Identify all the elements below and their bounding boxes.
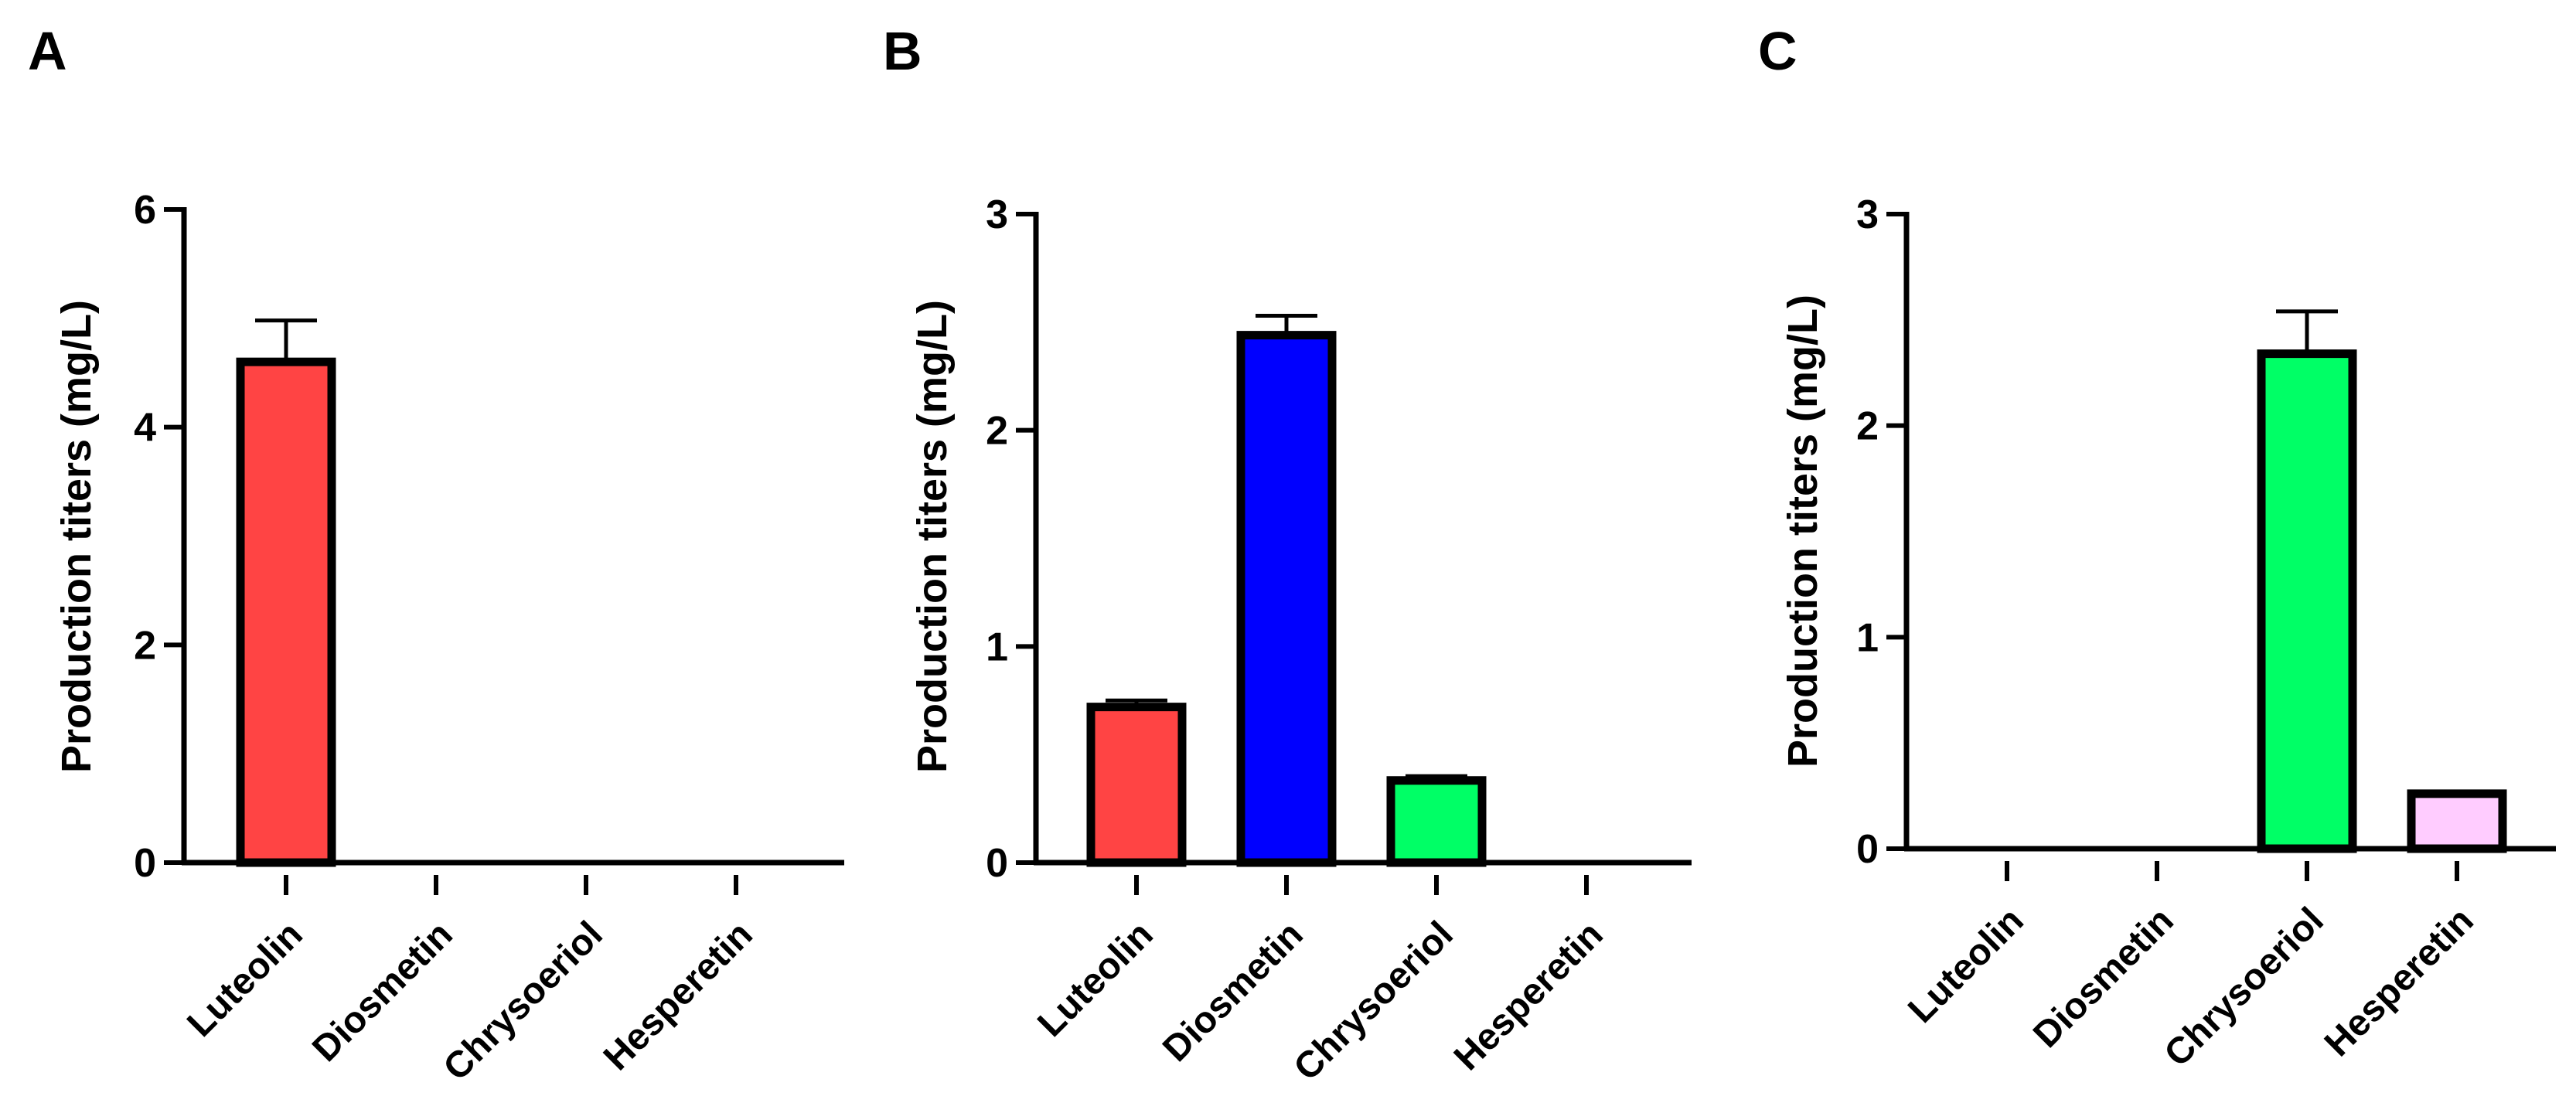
x-tick-label-chrysoeriol: Chrysoeriol <box>1286 914 1461 1088</box>
y-tick-label: 3 <box>1856 192 1879 237</box>
x-tick-label-luteolin: Luteolin <box>1030 914 1160 1044</box>
y-axis-label: Production titers (mg/L) <box>909 300 956 773</box>
x-tick-label-luteolin: Luteolin <box>1900 900 2031 1030</box>
y-tick-label: 2 <box>134 623 156 668</box>
x-tick-label-hesperetin: Hesperetin <box>1446 914 1611 1078</box>
y-tick-label: 0 <box>1856 827 1879 872</box>
y-tick-label: 3 <box>986 192 1008 237</box>
bar-chrysoeriol <box>1386 776 1487 867</box>
bar-chrysoeriol <box>2257 349 2357 853</box>
chart-panel-b: B Production titers (mg/L) 0 1 2 3 LuteolinDio… <box>883 21 1692 1088</box>
x-tick-label-diosmetin: Diosmetin <box>2026 900 2182 1056</box>
x-tick-label-diosmetin: Diosmetin <box>305 914 461 1070</box>
x-tick-label-hesperetin: Hesperetin <box>596 914 761 1078</box>
y-axis-label: Production titers (mg/L) <box>1780 294 1826 768</box>
bar-luteolin <box>1086 703 1187 867</box>
y-tick-label: 0 <box>986 841 1008 886</box>
y-tick-label: 6 <box>134 188 156 233</box>
x-tick-label-chrysoeriol: Chrysoeriol <box>436 914 611 1088</box>
panel-letter: B <box>883 21 922 81</box>
y-tick-label: 2 <box>1856 404 1879 449</box>
bar-hesperetin <box>2407 789 2507 853</box>
y-axis-label: Production titers (mg/L) <box>53 300 100 773</box>
x-tick-label-hesperetin: Hesperetin <box>2317 900 2482 1064</box>
x-tick-label-diosmetin: Diosmetin <box>1155 914 1311 1070</box>
y-tick-label: 1 <box>986 625 1008 669</box>
chart-panel-a: A Production titers (mg/L) 0 2 4 6 LuteolinDio… <box>28 21 844 1088</box>
bar-diosmetin <box>1236 331 1337 867</box>
y-tick-label: 2 <box>986 409 1008 454</box>
y-tick-label: 0 <box>134 841 156 886</box>
panel-letter: A <box>28 21 67 81</box>
y-tick-label: 1 <box>1856 615 1879 660</box>
chart-panel-c: C Production titers (mg/L) 0 1 2 3 LuteolinDio… <box>1758 21 2556 1074</box>
bar-luteolin <box>236 357 336 867</box>
x-tick-label-chrysoeriol: Chrysoeriol <box>2157 900 2332 1074</box>
panel-letter: C <box>1758 21 1797 81</box>
y-tick-label: 4 <box>134 406 156 451</box>
x-tick-label-luteolin: Luteolin <box>179 914 310 1044</box>
